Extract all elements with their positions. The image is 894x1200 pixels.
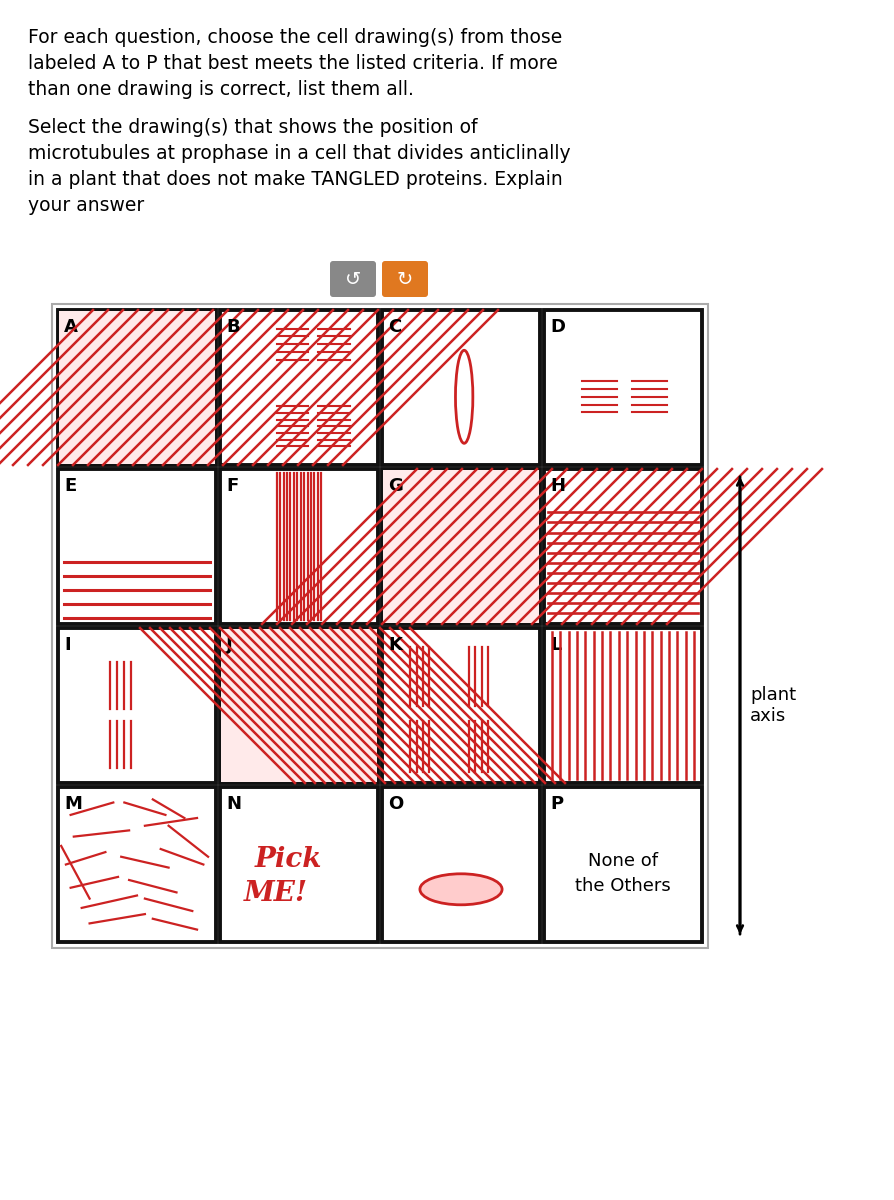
Bar (59, 311, 215, 464)
Text: E: E (64, 476, 76, 494)
Text: K: K (388, 636, 402, 654)
Bar (220, 469, 378, 624)
Text: M: M (64, 794, 82, 814)
Text: Pick: Pick (255, 846, 322, 872)
Text: H: H (550, 476, 565, 494)
Bar (382, 787, 540, 942)
Text: G: G (388, 476, 403, 494)
Bar (544, 469, 702, 624)
Text: For each question, choose the cell drawing(s) from those: For each question, choose the cell drawi… (28, 28, 562, 47)
Text: O: O (388, 794, 403, 814)
Bar (545, 629, 701, 782)
Bar (383, 470, 539, 623)
Bar (58, 628, 216, 782)
Text: in a plant that does not make TANGLED proteins. Explain: in a plant that does not make TANGLED pr… (28, 170, 562, 188)
Bar (382, 310, 540, 464)
Bar (382, 469, 540, 624)
Text: N: N (226, 794, 241, 814)
Text: I: I (64, 636, 71, 654)
Bar (383, 470, 539, 623)
Bar (544, 787, 702, 942)
Bar (52, 304, 708, 948)
Text: ↺: ↺ (345, 270, 361, 288)
Bar (220, 628, 378, 782)
Bar (59, 311, 215, 464)
Text: ME!: ME! (244, 880, 308, 907)
Ellipse shape (455, 350, 473, 443)
Bar (221, 629, 377, 782)
Bar (221, 629, 377, 782)
Bar (220, 787, 378, 942)
Text: microtubules at prophase in a cell that divides anticlinally: microtubules at prophase in a cell that … (28, 144, 570, 163)
Text: than one drawing is correct, list them all.: than one drawing is correct, list them a… (28, 80, 414, 98)
Text: L: L (550, 636, 561, 654)
Text: Select the drawing(s) that shows the position of: Select the drawing(s) that shows the pos… (28, 118, 477, 137)
Text: F: F (226, 476, 238, 494)
Text: A: A (64, 318, 78, 336)
Text: your answer: your answer (28, 196, 144, 215)
Text: C: C (388, 318, 401, 336)
Bar (58, 310, 216, 464)
Bar (382, 628, 540, 782)
Bar (58, 469, 216, 624)
Bar (544, 310, 702, 464)
Bar (544, 628, 702, 782)
Text: the Others: the Others (575, 877, 670, 895)
Text: ↻: ↻ (397, 270, 413, 288)
Text: plant
axis: plant axis (750, 686, 797, 725)
Text: B: B (226, 318, 240, 336)
Ellipse shape (420, 874, 502, 905)
Text: None of: None of (588, 852, 658, 870)
FancyBboxPatch shape (382, 260, 428, 296)
Bar (221, 470, 377, 623)
Text: labeled A to P that best meets the listed criteria. If more: labeled A to P that best meets the liste… (28, 54, 558, 73)
Bar (220, 310, 378, 464)
Bar (58, 787, 216, 942)
FancyBboxPatch shape (330, 260, 376, 296)
Text: J: J (226, 636, 232, 654)
Text: P: P (550, 794, 563, 814)
Text: D: D (550, 318, 565, 336)
